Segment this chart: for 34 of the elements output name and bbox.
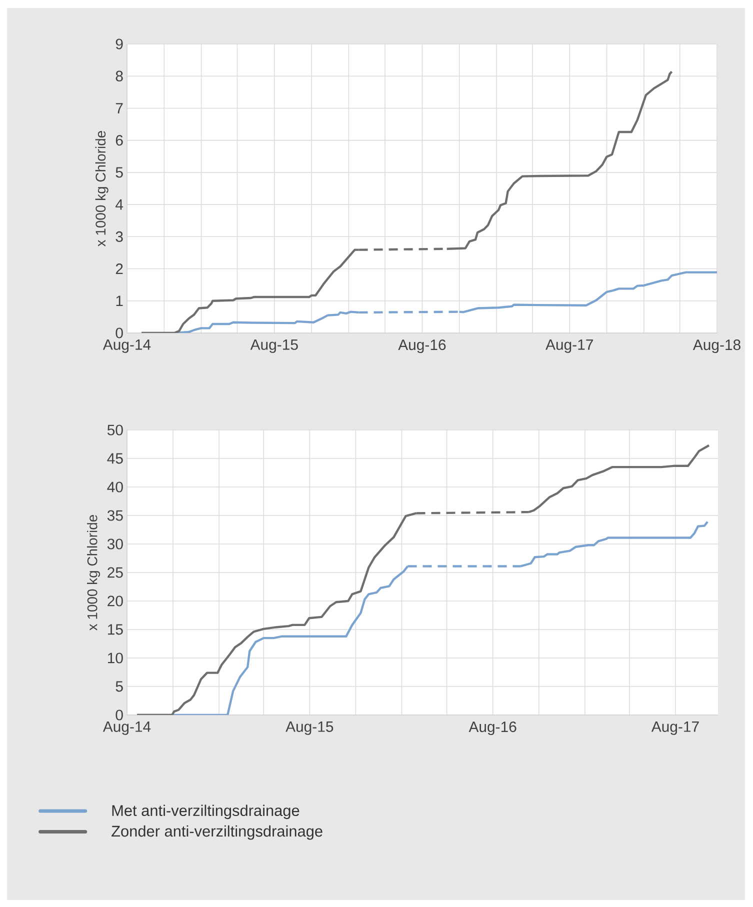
- y-tick-label: 2: [116, 264, 123, 274]
- y-tick-label: 10: [108, 652, 123, 664]
- y-tick-label: 9: [116, 38, 123, 50]
- y-tick-label: 8: [116, 70, 123, 82]
- x-tick-label: Aug-16: [398, 340, 446, 354]
- y-tick-label: 50: [107, 424, 123, 436]
- y-tick-label: 45: [107, 453, 123, 464]
- y-tick-label: 5: [116, 167, 123, 178]
- y-tick-label: 25: [108, 567, 123, 578]
- y-tick-label: 5: [116, 681, 123, 692]
- x-tick-label: Aug-14: [102, 340, 151, 353]
- x-tick-label: Aug-17: [546, 340, 593, 353]
- y-tick-label: 40: [107, 482, 123, 492]
- x-tick-label: Aug-15: [286, 722, 334, 735]
- x-tick-label: Aug-18: [692, 340, 740, 354]
- y-tick-label: 20: [108, 596, 123, 606]
- x-tick-label: Aug-15: [250, 340, 298, 353]
- y-tick-label: 3: [116, 231, 123, 242]
- x-tick-label: Aug-14: [102, 722, 151, 735]
- y-tick-label: 0: [116, 328, 123, 338]
- y-tick-label: 6: [116, 135, 123, 146]
- y-tick-label: 30: [107, 538, 123, 550]
- x-tick-label: Aug-16: [468, 722, 516, 736]
- y-tick-label: 0: [116, 710, 123, 720]
- y-tick-label: 4: [116, 199, 124, 210]
- y-tick-label: 7: [116, 103, 123, 114]
- legend-label: Met anti-verziltingsdrainage: [112, 804, 300, 820]
- y-tick-label: 1: [116, 296, 123, 306]
- y-tick-label: 35: [107, 510, 123, 521]
- y-axis-title: x 1000 kg Chloride: [95, 130, 108, 246]
- y-axis-title: x 1000 kg Chloride: [87, 514, 100, 630]
- legend-label: Zonder anti-verziltingsdrainage: [112, 825, 322, 840]
- x-tick-label: Aug-17: [651, 722, 699, 735]
- y-tick-label: 15: [108, 624, 123, 635]
